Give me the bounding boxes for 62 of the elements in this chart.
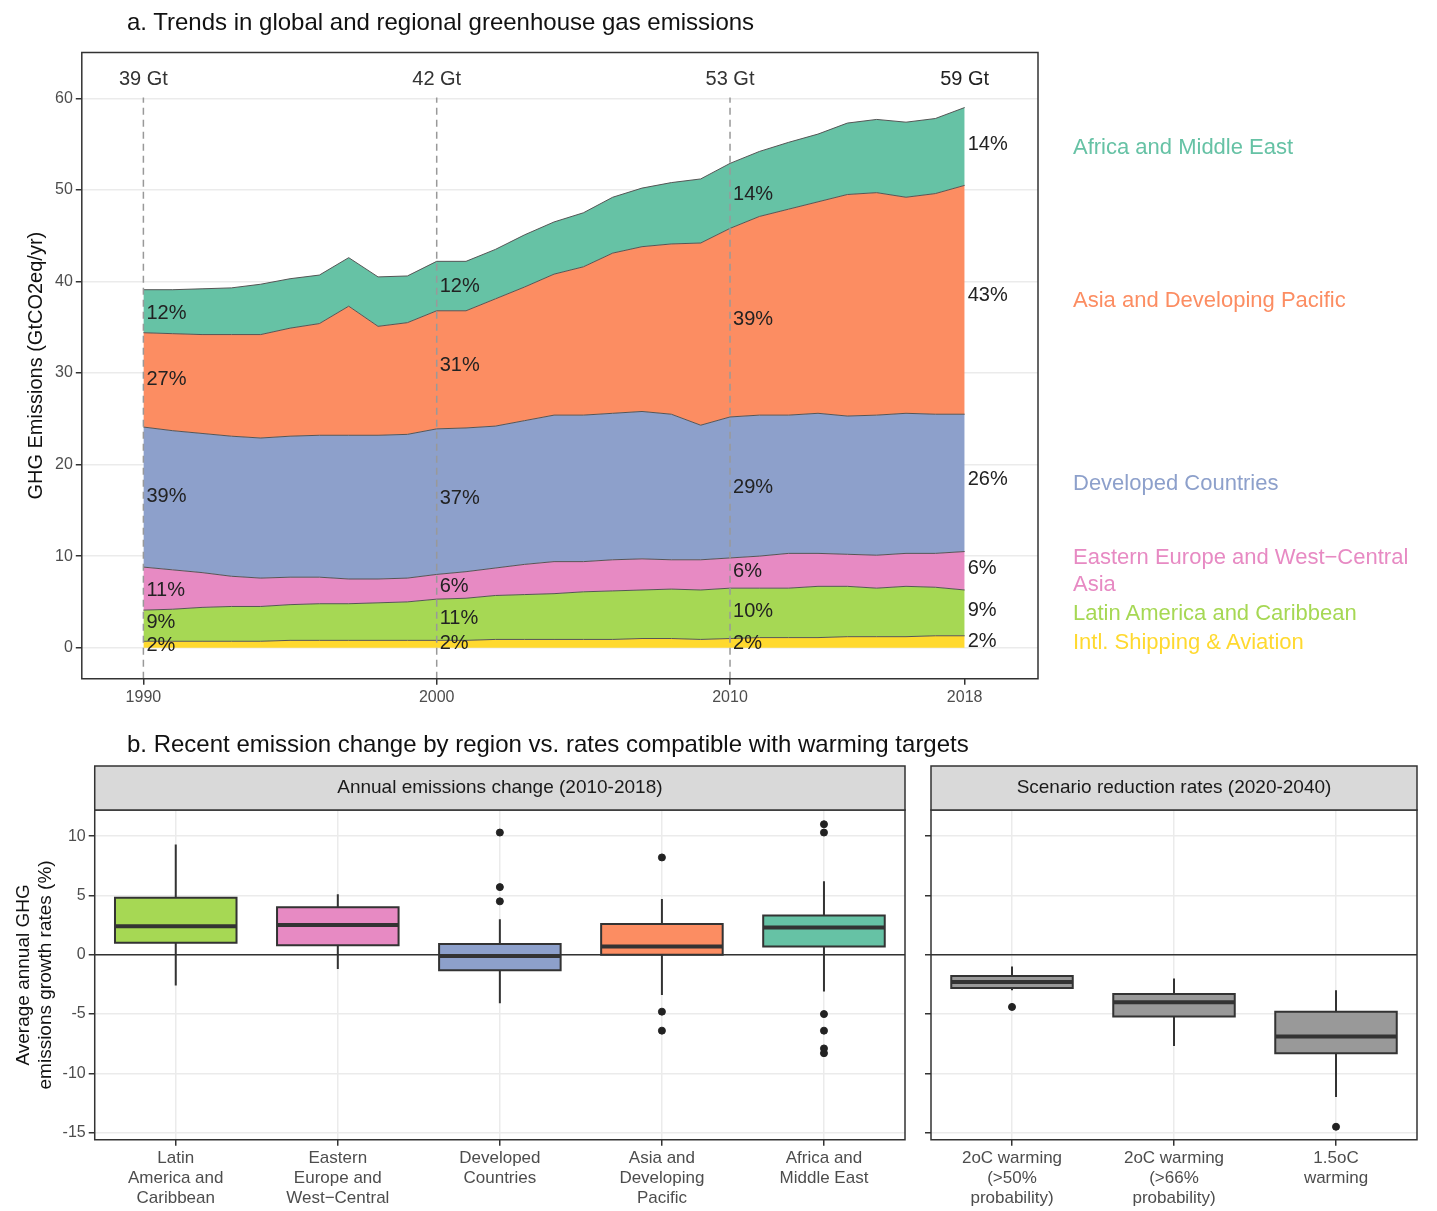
x-tick-label: 2oC warming (>50% probability): [961, 1147, 1063, 1208]
x-tick-label: Asia and Developing Pacific: [619, 1147, 705, 1208]
annotation: 29%: [733, 474, 774, 497]
y-tick-label: 0: [63, 638, 73, 656]
annotation: 27%: [146, 366, 187, 389]
y-tick-label: -15: [62, 1123, 86, 1141]
text: Intl. Shipping & Aviation: [1073, 628, 1304, 656]
y-tick-label: 10: [55, 546, 73, 564]
y-tick-label: 0: [76, 945, 86, 963]
annotation: 11%: [146, 577, 186, 600]
x-tick-label: 2010: [712, 687, 748, 705]
annotation: 39%: [733, 307, 774, 330]
annotation: 43%: [967, 282, 1008, 305]
annotation: 59 Gt: [940, 67, 990, 90]
ref-line-label: 39 Gt: [118, 67, 169, 90]
y-tick-label: 30: [55, 363, 73, 381]
annotation: 2%: [967, 628, 997, 651]
x-tick-label: Latin America and Caribbean: [128, 1147, 224, 1208]
ref-line-label: 53 Gt: [705, 67, 755, 90]
text: Developed Countries: [1073, 469, 1279, 497]
annotation: 39%: [146, 484, 187, 507]
y-tick-label: -10: [62, 1063, 86, 1081]
annotation: 37%: [439, 485, 480, 508]
ref-line-label: 42 Gt: [412, 67, 462, 90]
annotation: 26%: [967, 466, 1008, 489]
text: Africa and Middle East: [1073, 132, 1294, 160]
chart-subtitle: Annual emissions change (2010-2018): [337, 776, 663, 798]
x-tick-label: 1990: [125, 687, 162, 705]
y-tick-label: 60: [55, 88, 73, 106]
y-tick-label: 10: [67, 826, 86, 844]
x-tick-label: 2018: [946, 687, 983, 705]
chart-title: a. Trends in global and regional greenhouse gas emissions: [127, 8, 755, 36]
y-axis-title: GHG Emissions (GtCO2eq/yr): [23, 231, 46, 500]
annotation: 6%: [733, 559, 763, 582]
y-tick-label: 40: [55, 271, 73, 289]
x-tick-label: 1.5oC warming: [1302, 1147, 1369, 1188]
text: Eastern Europe and West−Central Asia: [1073, 543, 1410, 598]
annotation: 12%: [439, 273, 480, 296]
x-tick-label: Developed Countries: [459, 1147, 541, 1188]
annotation: 31%: [439, 353, 480, 376]
x-tick-label: 2oC warming (>66% probability): [1123, 1147, 1225, 1208]
text: Asia and Developing Pacific: [1073, 286, 1346, 314]
y-tick-label: 5: [76, 885, 86, 903]
annotation: 9%: [146, 609, 176, 632]
y-tick-label: -5: [71, 1004, 86, 1022]
annotation: 11%: [439, 605, 479, 628]
annotation: 9%: [967, 597, 997, 620]
annotation: 6%: [439, 573, 469, 596]
annotation: 12%: [146, 301, 187, 324]
annotation: 10%: [733, 598, 774, 621]
chart-subtitle: Scenario reduction rates (2020-2040): [1016, 776, 1332, 798]
x-tick-label: 2000: [418, 687, 455, 705]
annotation: 14%: [733, 182, 774, 205]
annotation: 14%: [967, 131, 1008, 154]
y-axis-title: Average annual GHG emissions growth rates (%): [11, 860, 56, 1090]
x-tick-label: Eastern Europe and West−Central: [286, 1147, 390, 1208]
annotation: 6%: [967, 556, 997, 579]
y-tick-label: 20: [55, 454, 73, 472]
text: Latin America and Caribbean: [1073, 599, 1357, 627]
y-tick-label: 50: [55, 180, 73, 198]
chart-title: b. Recent emission change by region vs. rates compatible with warming targets: [127, 730, 969, 758]
x-tick-label: Africa and Middle East: [779, 1147, 869, 1188]
